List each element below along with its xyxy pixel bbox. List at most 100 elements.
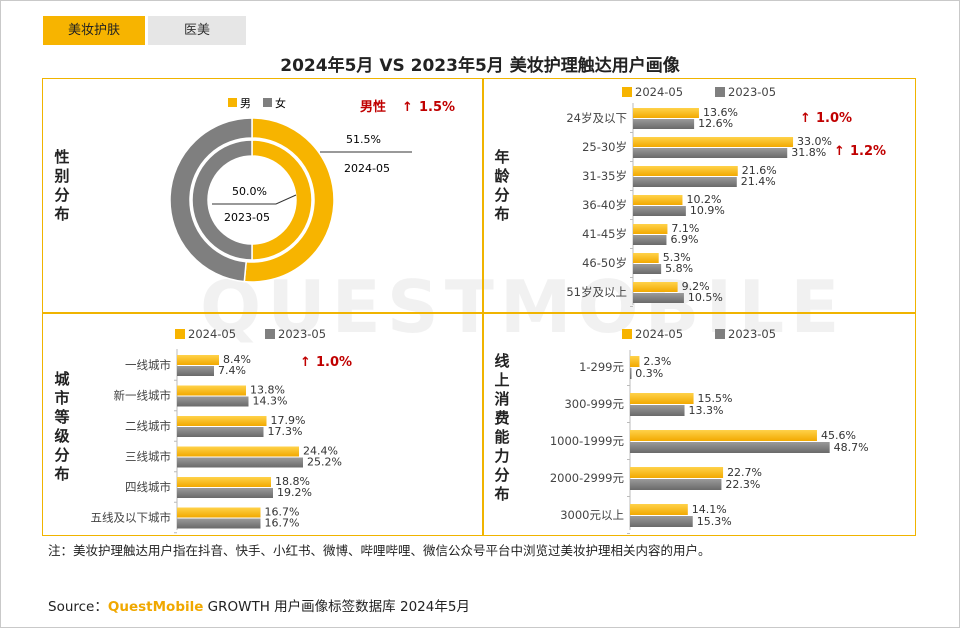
- 年龄分布-annotation-arrow-icon: ↑: [834, 144, 845, 159]
- 城市等级分布-bar-2023-05: [177, 427, 264, 437]
- donut-slice-2024-05-男: [243, 117, 335, 283]
- 年龄分布-value-label-2023-05: 21.4%: [741, 175, 776, 188]
- 线上消费能力分布-category-label: 300-999元: [564, 397, 624, 411]
- 线上消费能力分布-value-label-2023-05: 13.3%: [689, 404, 724, 417]
- 年龄分布-annotation-delta: 1.0%: [816, 111, 852, 126]
- 城市等级分布-category-label: 五线及以下城市: [91, 511, 172, 525]
- 城市等级分布-category-label: 三线城市: [125, 450, 171, 464]
- 年龄分布-bar-2023-05: [633, 119, 695, 129]
- 线上消费能力分布-bar-2024-05: [630, 430, 817, 441]
- 年龄分布-bar-2024-05: [633, 195, 683, 205]
- 年龄分布-bar-2024-05: [633, 253, 659, 263]
- 年龄分布-category-label: 31-35岁: [582, 169, 627, 183]
- 年龄分布-bar-2023-05: [633, 148, 788, 158]
- 城市等级分布-category-label: 新一线城市: [114, 389, 172, 403]
- 城市等级分布-value-label-2024-05: 13.8%: [250, 384, 285, 397]
- 城市等级分布-value-label-2023-05: 17.3%: [268, 425, 303, 438]
- 年龄分布-bar-2023-05: [633, 264, 662, 274]
- 线上消费能力分布-value-label-2024-05: 14.1%: [692, 503, 727, 516]
- 城市等级分布-value-label-2024-05: 24.4%: [303, 445, 338, 458]
- 城市等级分布-category-label: 一线城市: [125, 358, 171, 372]
- 城市等级分布-value-label-2024-05: 17.9%: [271, 414, 306, 427]
- 年龄分布-value-label-2024-05: 21.6%: [742, 164, 777, 177]
- legend-swatch-female: [263, 98, 272, 107]
- 城市等级分布-value-label-2024-05: 8.4%: [223, 353, 251, 366]
- source-brand: QuestMobile: [107, 599, 204, 615]
- panel-title-gender: 性别分布: [54, 148, 70, 223]
- 线上消费能力分布-legend-label-2023: 2023-05: [728, 327, 776, 341]
- 年龄分布-annotation-delta: 1.2%: [850, 144, 886, 159]
- 城市等级分布-bar-2024-05: [177, 477, 271, 487]
- 线上消费能力分布-legend-swatch-2024: [622, 329, 632, 339]
- 城市等级分布-legend-swatch-2023: [265, 329, 275, 339]
- 城市等级分布-legend-label-2023: 2023-05: [278, 327, 326, 341]
- 线上消费能力分布-value-label-2024-05: 15.5%: [698, 392, 733, 405]
- callout-line-2023: [212, 194, 297, 205]
- 线上消费能力分布-value-label-2023-05: 22.3%: [725, 478, 760, 491]
- 线上消费能力分布-bar-2023-05: [630, 479, 722, 490]
- legend-label-female: 女: [275, 96, 286, 110]
- 年龄分布-bar-2023-05: [633, 235, 667, 245]
- source-text: GROWTH 用户画像标签数据库 2024年5月: [203, 599, 470, 615]
- 线上消费能力分布-bar-2024-05: [630, 467, 724, 478]
- 年龄分布-category-label: 46-50岁: [582, 256, 627, 270]
- 年龄分布-value-label-2023-05: 12.6%: [698, 117, 733, 130]
- source-prefix: Source：: [48, 599, 108, 615]
- callout-value-2024: 51.5%: [346, 133, 381, 146]
- 城市等级分布-value-label-2023-05: 16.7%: [265, 517, 300, 530]
- 城市等级分布-bar-2023-05: [177, 366, 214, 376]
- annotation-male-label: 男性: [360, 99, 386, 115]
- 年龄分布-value-label-2024-05: 10.2%: [686, 193, 721, 206]
- 线上消费能力分布-bar-2023-05: [630, 405, 685, 416]
- 线上消费能力分布-bar-2024-05: [630, 504, 688, 515]
- 年龄分布-bar-2024-05: [633, 137, 794, 147]
- 线上消费能力分布-value-label-2023-05: 0.3%: [635, 367, 663, 380]
- 年龄分布-legend-label-2023: 2023-05: [728, 85, 776, 99]
- panel-title-spend: 线上消费能力分布: [494, 352, 510, 503]
- 年龄分布-value-label-2024-05: 9.2%: [682, 280, 710, 293]
- callout-period-2024: 2024-05: [344, 162, 390, 175]
- 线上消费能力分布-value-label-2023-05: 15.3%: [697, 515, 732, 528]
- 年龄分布-legend-swatch-2024: [622, 87, 632, 97]
- 年龄分布-value-label-2023-05: 5.8%: [665, 262, 693, 275]
- 年龄分布-value-label-2023-05: 10.9%: [690, 204, 725, 217]
- 线上消费能力分布-legend-swatch-2023: [715, 329, 725, 339]
- tab-beauty-skincare[interactable]: 美妆护肤: [43, 16, 145, 45]
- callout-period-2023: 2023-05: [224, 211, 270, 224]
- 线上消费能力分布-bar-2024-05: [630, 356, 640, 367]
- panel-gender: [42, 78, 484, 314]
- 年龄分布-value-label-2024-05: 13.6%: [703, 106, 738, 119]
- 线上消费能力分布-bar-2024-05: [630, 393, 694, 404]
- 城市等级分布-value-label-2023-05: 25.2%: [307, 456, 342, 469]
- 年龄分布-legend-swatch-2023: [715, 87, 725, 97]
- 线上消费能力分布-bar-2023-05: [630, 516, 693, 527]
- 线上消费能力分布-category-label: 1000-1999元: [550, 434, 625, 448]
- 线上消费能力分布-category-label: 3000元以上: [560, 508, 624, 522]
- panel-title-age: 年龄分布: [494, 148, 510, 223]
- 线上消费能力分布-category-label: 1-299元: [579, 360, 624, 374]
- page-title: 2024年5月 VS 2023年5月 美妆护理触达用户画像: [280, 56, 680, 76]
- panel-city: [42, 312, 484, 536]
- 线上消费能力分布-value-label-2024-05: 2.3%: [643, 355, 671, 368]
- 年龄分布-bar-2024-05: [633, 108, 699, 118]
- 年龄分布-value-label-2023-05: 31.8%: [791, 146, 826, 159]
- 城市等级分布-annotation-delta: 1.0%: [316, 355, 352, 370]
- 年龄分布-value-label-2024-05: 5.3%: [663, 251, 691, 264]
- 城市等级分布-bar-2023-05: [177, 488, 273, 498]
- 城市等级分布-annotation-arrow-icon: ↑: [300, 355, 311, 370]
- 城市等级分布-value-label-2023-05: 14.3%: [253, 395, 288, 408]
- watermark: QUESTMOBILE: [200, 265, 846, 349]
- tab-medical-aesthetics[interactable]: 医美: [148, 16, 246, 45]
- 线上消费能力分布-value-label-2024-05: 45.6%: [821, 429, 856, 442]
- 城市等级分布-bar-2024-05: [177, 355, 219, 365]
- 年龄分布-category-label: 41-45岁: [582, 227, 627, 241]
- 城市等级分布-value-label-2023-05: 19.2%: [277, 486, 312, 499]
- panel-title-city: 城市等级分布: [54, 370, 70, 483]
- 年龄分布-legend-label-2024: 2024-05: [635, 85, 683, 99]
- 年龄分布-value-label-2023-05: 6.9%: [670, 233, 698, 246]
- legend-swatch-male: [228, 98, 237, 107]
- 城市等级分布-value-label-2024-05: 18.8%: [275, 475, 310, 488]
- 城市等级分布-bar-2024-05: [177, 385, 246, 396]
- 年龄分布-category-label: 25-30岁: [582, 140, 627, 154]
